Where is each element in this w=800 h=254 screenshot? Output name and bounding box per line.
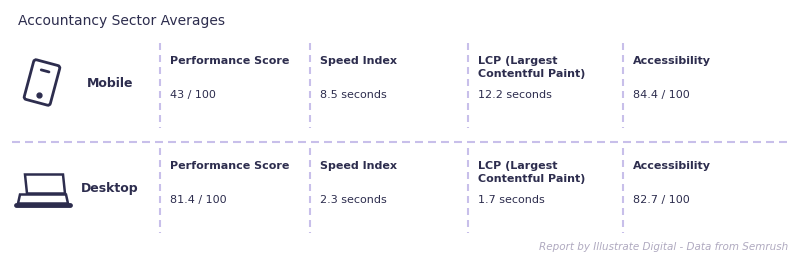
Text: Accessibility: Accessibility <box>633 56 711 66</box>
Text: Speed Index: Speed Index <box>320 56 397 66</box>
Text: Desktop: Desktop <box>81 181 139 194</box>
Text: Report by Illustrate Digital - Data from Semrush: Report by Illustrate Digital - Data from… <box>538 241 788 251</box>
Text: LCP (Largest
Contentful Paint): LCP (Largest Contentful Paint) <box>478 56 586 79</box>
Text: 1.7 seconds: 1.7 seconds <box>478 194 545 204</box>
Text: LCP (Largest
Contentful Paint): LCP (Largest Contentful Paint) <box>478 160 586 183</box>
Text: 2.3 seconds: 2.3 seconds <box>320 194 386 204</box>
Text: Accessibility: Accessibility <box>633 160 711 170</box>
Text: Performance Score: Performance Score <box>170 160 290 170</box>
Text: 84.4 / 100: 84.4 / 100 <box>633 90 690 100</box>
Text: Speed Index: Speed Index <box>320 160 397 170</box>
Text: 82.7 / 100: 82.7 / 100 <box>633 194 690 204</box>
Text: 81.4 / 100: 81.4 / 100 <box>170 194 226 204</box>
Text: 12.2 seconds: 12.2 seconds <box>478 90 552 100</box>
Text: Mobile: Mobile <box>86 77 134 90</box>
Text: Performance Score: Performance Score <box>170 56 290 66</box>
Text: 8.5 seconds: 8.5 seconds <box>320 90 386 100</box>
Text: Accountancy Sector Averages: Accountancy Sector Averages <box>18 14 225 28</box>
Text: 43 / 100: 43 / 100 <box>170 90 216 100</box>
